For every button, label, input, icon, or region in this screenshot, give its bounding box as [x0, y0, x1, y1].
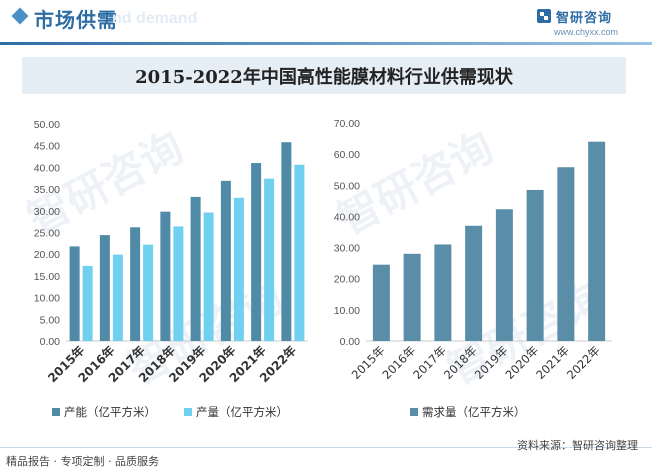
bar: [99, 235, 110, 341]
y-tick-label: 35.00: [34, 184, 60, 196]
legend-label: 需求量（亿平方米）: [422, 405, 526, 419]
page-header: 市场供需 nd demand 智研咨询 www.chyxx.com: [0, 0, 652, 40]
bar: [203, 212, 214, 341]
footer-tagline: 精品报告 · 专项定制 · 品质服务: [6, 455, 159, 468]
bar: [281, 142, 292, 341]
y-tick-label: 40.00: [334, 211, 360, 223]
bar: [130, 227, 141, 341]
x-tick-label: 2022年: [564, 343, 603, 382]
x-tick-label: 2015年: [349, 343, 388, 382]
bar: [69, 246, 80, 341]
bar: [251, 163, 262, 341]
legend-swatch: [52, 408, 60, 416]
bar: [160, 211, 171, 341]
bar: [372, 264, 390, 341]
bar: [294, 164, 305, 341]
bar: [220, 180, 231, 341]
bar: [526, 189, 544, 341]
legend-label: 产量（亿平方米）: [196, 405, 288, 419]
y-tick-label: 40.00: [34, 162, 60, 174]
y-tick-label: 70.00: [334, 118, 360, 130]
y-tick-label: 10.00: [34, 293, 60, 305]
brand: 智研咨询 www.chyxx.com: [536, 6, 636, 42]
brand-name: 智研咨询: [556, 11, 613, 26]
source-note: 资料来源：智研咨询整理: [517, 439, 638, 452]
y-tick-label: 0.00: [340, 336, 361, 348]
bar: [264, 178, 275, 341]
header-divider: [0, 42, 652, 45]
y-tick-label: 0.00: [40, 336, 61, 348]
x-tick-label: 2016年: [380, 343, 419, 382]
y-tick-label: 60.00: [334, 149, 360, 161]
brand-url: www.chyxx.com: [554, 27, 619, 37]
bar: [173, 226, 184, 341]
y-tick-label: 10.00: [334, 305, 360, 317]
y-tick-label: 45.00: [34, 141, 60, 153]
y-tick-label: 25.00: [34, 228, 60, 240]
section-ghost-text: nd demand: [112, 10, 198, 27]
x-tick-label: 2020年: [503, 343, 542, 382]
x-tick-label: 2018年: [441, 343, 480, 382]
bar: [190, 196, 201, 341]
chart-title-band: 2015-2022年中国高性能膜材料行业供需现状: [22, 57, 626, 94]
y-tick-label: 30.00: [34, 206, 60, 218]
chart-title: 2015-2022年中国高性能膜材料行业供需现状: [135, 66, 513, 88]
bar: [465, 225, 483, 341]
footer-divider: [0, 447, 652, 448]
y-tick-label: 20.00: [34, 249, 60, 261]
bar: [233, 197, 244, 341]
x-tick-label: 2017年: [410, 343, 449, 382]
brand-logo-icon: [537, 9, 551, 23]
y-tick-label: 20.00: [334, 274, 360, 286]
y-tick-label: 15.00: [34, 271, 60, 283]
bar: [143, 244, 154, 341]
bar: [434, 244, 452, 341]
bar: [588, 141, 606, 341]
section-title: 市场供需: [34, 8, 118, 32]
x-tick-label: 2019年: [472, 343, 511, 382]
legend-label: 产能（亿平方米）: [64, 405, 156, 419]
bar: [557, 167, 575, 341]
bar: [112, 254, 123, 341]
legend-swatch: [410, 408, 418, 416]
bar: [403, 253, 421, 341]
y-tick-label: 50.00: [334, 180, 360, 192]
bar: [82, 265, 93, 341]
bar: [495, 209, 513, 341]
legend-swatch: [184, 408, 192, 416]
y-tick-label: 30.00: [334, 243, 360, 255]
y-tick-label: 50.00: [34, 119, 60, 131]
x-tick-label: 2021年: [533, 343, 572, 382]
y-tick-label: 5.00: [40, 314, 61, 326]
